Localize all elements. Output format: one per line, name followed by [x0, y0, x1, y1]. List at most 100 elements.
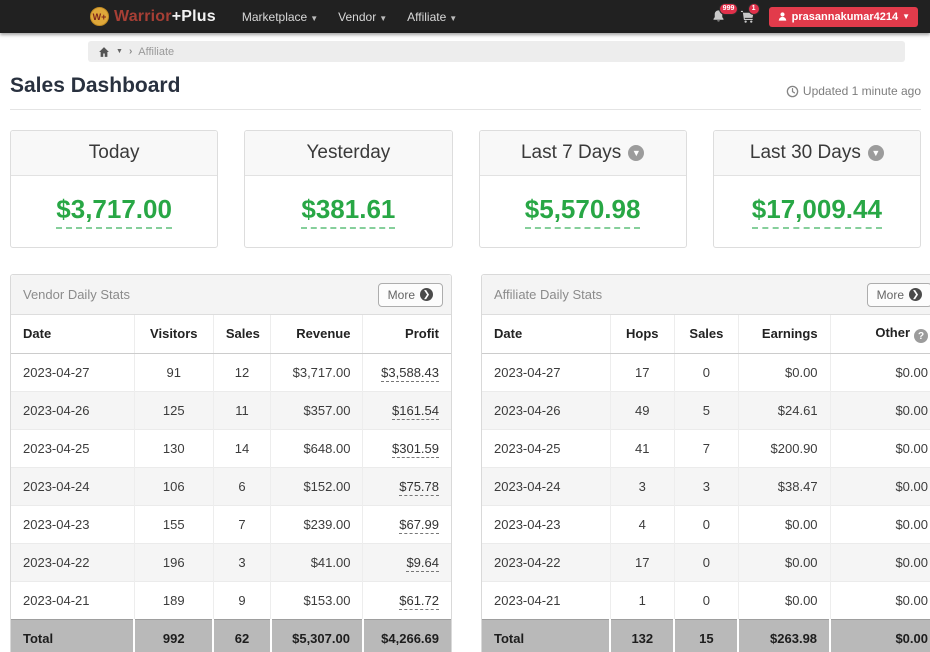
table-cell: $200.90: [737, 428, 831, 467]
panel-header: Vendor Daily Stats More ❯: [11, 275, 451, 315]
stat-card-header: Today: [11, 131, 218, 176]
column-header: Profit: [362, 315, 451, 354]
table-cell: 7: [212, 504, 271, 543]
table-cell: 0: [673, 542, 739, 581]
table-cell: 155: [133, 504, 214, 543]
arrow-right-circle-icon: ❯: [420, 288, 433, 301]
profit-link[interactable]: $161.54: [392, 402, 439, 420]
table-cell: 106: [133, 466, 214, 505]
table-cell: $38.47: [737, 466, 831, 505]
table-cell: 3: [673, 466, 739, 505]
breadcrumb-current[interactable]: Affiliate: [138, 45, 175, 58]
table-cell: 125: [133, 390, 214, 429]
total-cell: 992: [133, 618, 214, 652]
table-row: 2023-04-27 17 0 $0.00 $0.00: [482, 352, 930, 391]
warriorplus-logo[interactable]: W+ Warrior+Plus: [90, 7, 216, 26]
table-cell: 2023-04-22: [482, 542, 611, 581]
total-cell: $263.98: [737, 618, 831, 652]
menu-affiliate[interactable]: Affiliate ▼: [407, 9, 458, 24]
table-cell: $0.00: [737, 580, 831, 619]
table-cell: $0.00: [829, 390, 930, 429]
profit-link[interactable]: $9.64: [406, 554, 439, 572]
table-cell: $0.00: [829, 428, 930, 467]
stat-amount[interactable]: $381.61: [301, 194, 396, 229]
total-row: Total 992 62 $5,307.00 $4,266.69: [11, 618, 451, 652]
table-cell: 49: [609, 390, 675, 429]
page-title: Sales Dashboard: [10, 74, 181, 97]
table-cell: $0.00: [737, 504, 831, 543]
table-cell: 41: [609, 428, 675, 467]
total-cell: 132: [609, 618, 675, 652]
column-header: Sales: [212, 315, 271, 354]
daily-stats-panels: Vendor Daily Stats More ❯ Date Visitors Sa…: [10, 274, 930, 652]
table-cell: $0.00: [737, 542, 831, 581]
table-cell: 17: [609, 542, 675, 581]
notifications-button[interactable]: 999: [711, 3, 739, 24]
table-cell: 2023-04-22: [11, 542, 135, 581]
affiliate-more-button[interactable]: More ❯: [866, 282, 930, 307]
table-row: 2023-04-27 91 12 $3,717.00 $3,588.43: [11, 352, 451, 391]
table-row: 2023-04-26 49 5 $24.61 $0.00: [482, 390, 930, 429]
table-cell: $153.00: [270, 580, 363, 619]
cart-button[interactable]: 1: [740, 3, 760, 24]
menu-vendor[interactable]: Vendor ▼: [338, 9, 388, 24]
table-cell: 0: [673, 580, 739, 619]
breadcrumb: ▼ › Affiliate: [88, 41, 905, 62]
vendor-daily-stats-panel: Vendor Daily Stats More ❯ Date Visitors Sa…: [10, 274, 452, 652]
table-cell: 7: [673, 428, 739, 467]
stat-card-header: Yesterday: [245, 131, 452, 176]
cart-badge: 1: [747, 3, 760, 16]
profit-link[interactable]: $75.78: [399, 478, 439, 496]
column-header: Visitors: [133, 315, 214, 354]
table-cell: 12: [212, 352, 271, 391]
chevron-right-icon: ›: [128, 46, 133, 57]
table-cell: $0.00: [829, 352, 930, 391]
user-menu-button[interactable]: prasannakumar4214 ▼: [768, 6, 918, 27]
profit-link[interactable]: $301.59: [392, 440, 439, 458]
column-header: Revenue: [270, 315, 363, 354]
table-cell: 130: [133, 428, 214, 467]
column-header: Hops: [609, 315, 675, 354]
table-cell: 5: [673, 390, 739, 429]
table-cell: $24.61: [737, 390, 831, 429]
table-cell: $0.00: [829, 466, 930, 505]
total-cell: Total: [482, 618, 611, 652]
chevron-down-icon[interactable]: ▼: [116, 48, 123, 55]
table-cell: 3: [609, 466, 675, 505]
total-cell: $4,266.69: [361, 618, 451, 652]
chevron-down-circle-icon[interactable]: ▼: [867, 145, 884, 161]
table-cell: $357.00: [270, 390, 363, 429]
navbar-right: 999 1 prasannakumar4214 ▼: [711, 3, 918, 27]
vendor-more-button[interactable]: More ❯: [377, 282, 443, 307]
table-cell: $67.99: [362, 504, 451, 543]
notifications-badge: 999: [718, 3, 739, 16]
stat-card-yesterday: Yesterday $381.61: [244, 130, 453, 248]
chevron-down-circle-icon[interactable]: ▼: [628, 145, 645, 161]
table-cell: 2023-04-25: [11, 428, 135, 467]
table-cell: 196: [133, 542, 214, 581]
total-cell: $5,307.00: [269, 618, 363, 652]
stat-cards: Today $3,717.00 Yesterday $381.61 Last 7…: [10, 130, 921, 248]
table-row: 2023-04-24 3 3 $38.47 $0.00: [482, 466, 930, 505]
table-cell: 6: [212, 466, 271, 505]
stat-amount[interactable]: $3,717.00: [56, 194, 172, 229]
menu-marketplace[interactable]: Marketplace ▼: [241, 9, 319, 24]
table-cell: 0: [673, 504, 739, 543]
stat-amount[interactable]: $17,009.44: [751, 194, 882, 229]
table-cell: 17: [609, 352, 675, 391]
username: prasannakumar4214: [791, 10, 899, 23]
table-row: 2023-04-21 1 0 $0.00 $0.00: [482, 580, 930, 619]
profit-link[interactable]: $67.99: [399, 516, 439, 534]
home-icon[interactable]: [98, 46, 110, 58]
profit-link[interactable]: $3,588.43: [381, 364, 439, 382]
table-row: 2023-04-24 106 6 $152.00 $75.78: [11, 466, 451, 505]
table-cell: $0.00: [737, 352, 831, 391]
help-icon[interactable]: ?: [914, 329, 928, 343]
stat-amount[interactable]: $5,570.98: [524, 194, 641, 229]
table-row: 2023-04-22 17 0 $0.00 $0.00: [482, 542, 930, 581]
total-cell: 15: [673, 618, 739, 652]
arrow-right-circle-icon: ❯: [909, 288, 922, 301]
stat-card-last30days: Last 30 Days ▼ $17,009.44: [712, 130, 921, 248]
profit-link[interactable]: $61.72: [399, 592, 439, 610]
panel-header: Affiliate Daily Stats More ❯: [482, 275, 930, 315]
